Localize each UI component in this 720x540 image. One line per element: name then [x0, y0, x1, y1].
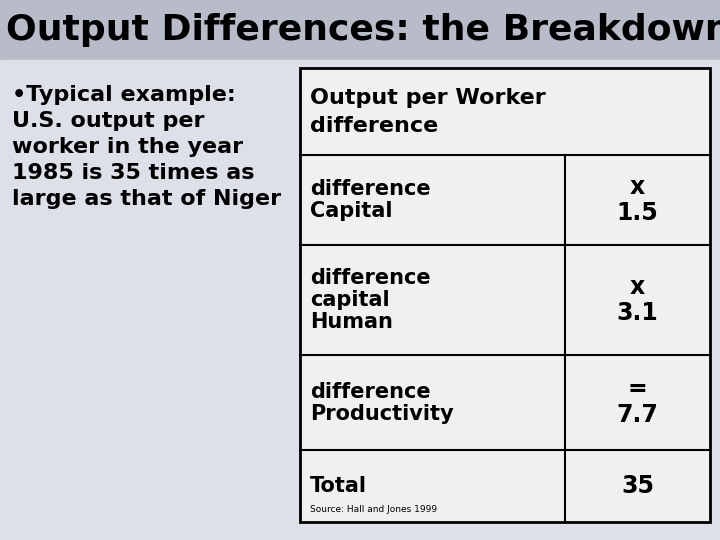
Text: difference: difference — [310, 381, 431, 402]
Text: difference: difference — [310, 268, 431, 288]
Text: Output Differences: the Breakdown: Output Differences: the Breakdown — [6, 13, 720, 47]
Text: 7.7: 7.7 — [616, 403, 658, 428]
Text: worker in the year: worker in the year — [12, 137, 243, 157]
Text: Capital: Capital — [310, 201, 392, 221]
Text: x: x — [630, 275, 645, 299]
Text: Source: Hall and Jones 1999: Source: Hall and Jones 1999 — [310, 505, 437, 514]
Text: =: = — [628, 377, 647, 402]
Text: capital: capital — [310, 290, 390, 310]
Text: 1985 is 35 times as: 1985 is 35 times as — [12, 163, 254, 183]
Text: U.S. output per: U.S. output per — [12, 111, 204, 131]
Text: Output per Worker: Output per Worker — [310, 87, 546, 107]
Text: 35: 35 — [621, 474, 654, 498]
Bar — [300, 68, 710, 522]
Text: difference: difference — [310, 116, 438, 136]
Text: •Typical example:: •Typical example: — [12, 85, 235, 105]
Text: Total: Total — [310, 476, 367, 496]
Text: difference: difference — [310, 179, 431, 199]
Text: large as that of Niger: large as that of Niger — [12, 189, 281, 209]
Text: 1.5: 1.5 — [616, 201, 658, 225]
Bar — [300, 68, 710, 522]
Text: x: x — [630, 175, 645, 199]
Text: 3.1: 3.1 — [616, 301, 658, 325]
Bar — [0, 60, 720, 540]
Text: Productivity: Productivity — [310, 403, 454, 423]
Bar — [0, 0, 720, 60]
Text: Human: Human — [310, 312, 393, 332]
